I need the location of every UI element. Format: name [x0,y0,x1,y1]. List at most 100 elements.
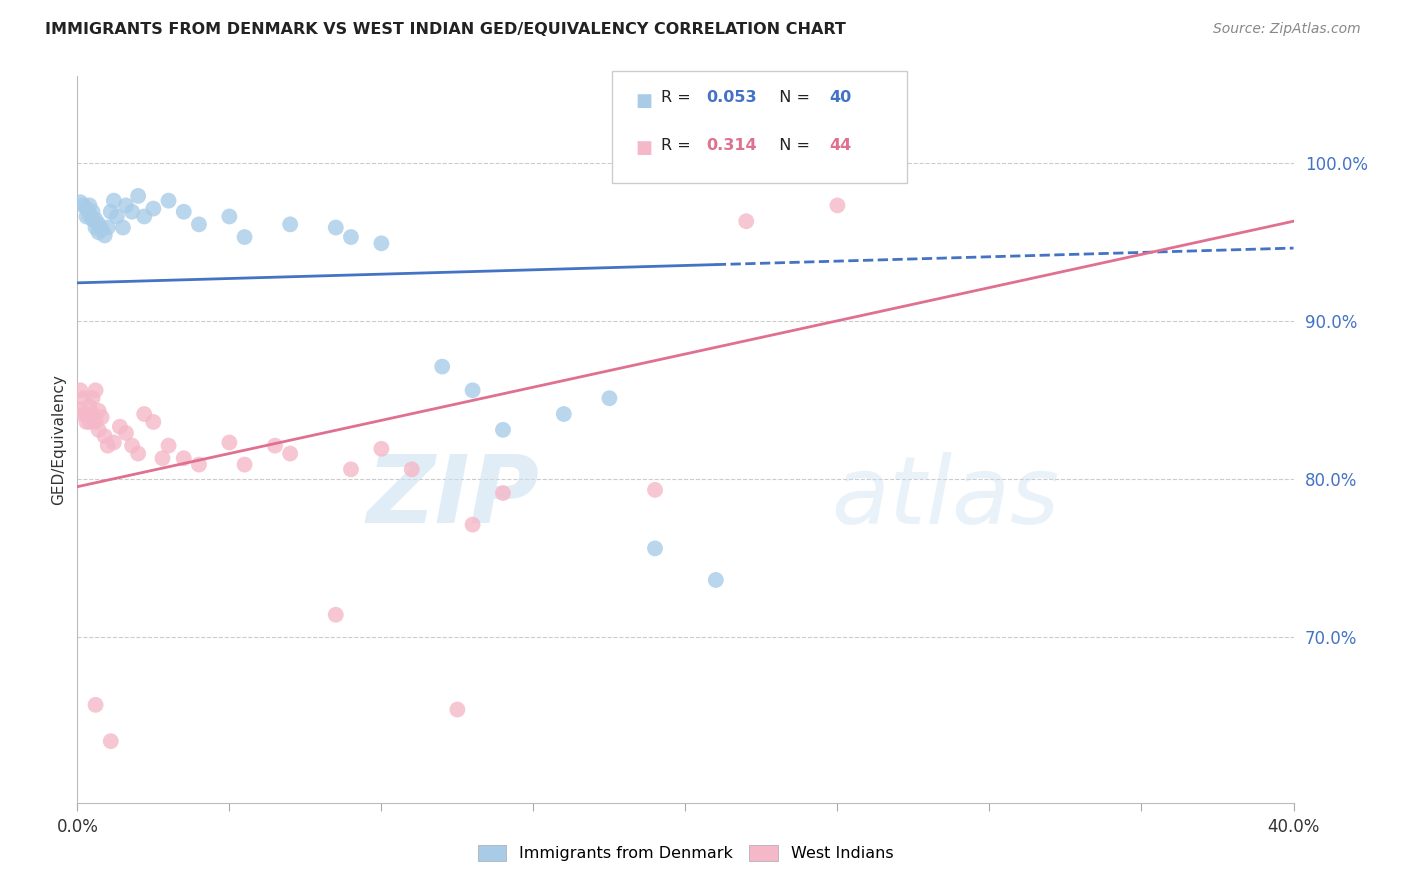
Point [72,407,94,421]
Text: atlas: atlas [831,452,1060,543]
Point [157,194,180,208]
Text: 40: 40 [830,90,852,105]
Point [84,384,107,398]
Point [84,220,107,235]
Point [340,230,363,244]
Point [735,214,758,228]
Point [72,391,94,405]
Point [492,423,515,437]
Point [108,419,131,434]
Point [644,483,666,497]
Point [69,384,91,398]
Point [121,439,143,453]
Text: ■: ■ [636,139,652,157]
Point [75,415,97,429]
Point [82,212,104,227]
Point [644,541,666,556]
Point [69,195,91,210]
Point [103,194,125,208]
Text: R =: R = [661,137,700,153]
Point [142,415,165,429]
Point [370,442,392,456]
Point [233,458,256,472]
Point [97,439,120,453]
Point [134,407,156,421]
Point [75,210,97,224]
Point [173,204,195,219]
Point [553,407,575,421]
Point [115,425,138,440]
Text: ■: ■ [636,92,652,110]
Point [430,359,453,374]
Point [152,451,174,466]
Point [87,218,110,232]
Point [87,404,110,418]
Text: 44: 44 [830,137,852,153]
Text: 0.053: 0.053 [706,90,756,105]
Point [188,458,211,472]
Text: IMMIGRANTS FROM DENMARK VS WEST INDIAN GED/EQUIVALENCY CORRELATION CHART: IMMIGRANTS FROM DENMARK VS WEST INDIAN G… [45,22,846,37]
Point [97,220,120,235]
Point [278,446,301,460]
Point [325,607,347,622]
Point [127,189,149,203]
Point [461,517,484,532]
Point [75,202,97,216]
Point [75,407,97,421]
Point [93,429,115,443]
Point [233,230,256,244]
Point [79,208,101,222]
Point [93,228,115,243]
Point [142,202,165,216]
Point [598,391,620,405]
Point [82,407,104,421]
Point [264,439,287,453]
Text: R =: R = [661,90,700,105]
Text: N =: N = [769,137,815,153]
Point [100,734,122,748]
Point [105,210,128,224]
Point [111,220,134,235]
Point [115,198,138,212]
Point [87,225,110,239]
Point [79,198,101,212]
Point [218,210,240,224]
Text: 0.314: 0.314 [706,137,756,153]
Point [90,222,112,236]
Point [103,435,125,450]
Point [188,218,211,232]
Point [370,236,392,251]
Point [72,198,94,212]
Point [401,462,423,476]
Text: N =: N = [769,90,815,105]
Point [84,698,107,712]
Point [100,204,122,219]
Point [173,451,195,466]
Legend: Immigrants from Denmark, West Indians: Immigrants from Denmark, West Indians [471,838,900,868]
Point [446,702,468,716]
Point [827,198,849,212]
Y-axis label: GED/Equivalency: GED/Equivalency [51,374,66,505]
Point [218,435,240,450]
Point [90,410,112,425]
Point [79,399,101,413]
Point [461,384,484,398]
Text: Source: ZipAtlas.com: Source: ZipAtlas.com [1213,22,1361,37]
Point [79,415,101,429]
Point [340,462,363,476]
Point [278,218,301,232]
Point [134,210,156,224]
Point [325,220,347,235]
Point [704,573,727,587]
Point [127,446,149,460]
Point [82,204,104,219]
Point [121,204,143,219]
Point [492,486,515,500]
Text: ZIP: ZIP [367,451,540,543]
Point [84,212,107,227]
Point [87,423,110,437]
Point [157,439,180,453]
Point [69,402,91,417]
Point [84,415,107,429]
Point [82,391,104,405]
